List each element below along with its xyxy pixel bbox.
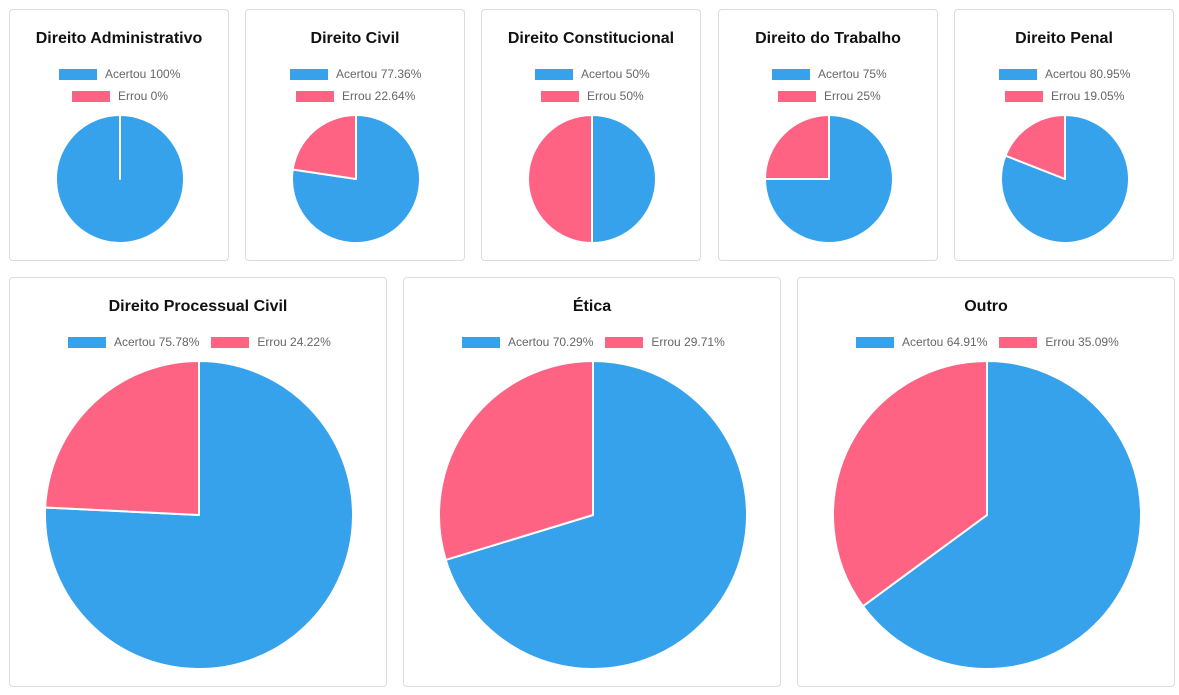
legend-swatch <box>290 68 328 80</box>
pie-slice-acertou[interactable] <box>44 360 354 670</box>
legend-item-acertou[interactable]: Acertou 100% <box>59 67 180 81</box>
legend-label: Acertou 64.91% <box>902 335 988 349</box>
legend-item-errou[interactable]: Errou 50% <box>541 89 644 103</box>
legend-label: Errou 35.09% <box>1045 335 1119 349</box>
chart-title: Direito Administrativo <box>35 30 203 47</box>
pie-slice-acertou[interactable] <box>444 360 748 670</box>
legend-item-errou[interactable]: Errou 22.64% <box>296 89 415 103</box>
chart-title: Direito Processual Civil <box>108 298 288 315</box>
legend-item-acertou[interactable]: Acertou 77.36% <box>290 67 421 81</box>
chart-title: Outro <box>964 298 1008 315</box>
pie-slice-errou[interactable] <box>527 114 593 244</box>
pie-slice-acertou[interactable] <box>591 114 657 244</box>
legend-swatch <box>856 336 894 348</box>
legend-swatch <box>999 68 1037 80</box>
pie-chart <box>438 360 748 670</box>
legend-item-acertou[interactable]: Acertou 75% <box>772 67 887 81</box>
legend-label: Acertou 75.78% <box>114 335 200 349</box>
legend-item-errou[interactable]: Errou 29.71% <box>605 335 725 349</box>
chart-card-direito-constitucional: Direito Constitucional Acertou 50% Errou 5… <box>481 9 701 261</box>
legend-label: Acertou 100% <box>105 67 181 81</box>
pie-slice-errou[interactable] <box>44 360 200 516</box>
legend-label: Acertou 75% <box>818 67 887 81</box>
legend-swatch <box>72 90 110 102</box>
chart-card-direito-administrativo: Direito Administrativo Acertou 100% Errou … <box>9 9 229 261</box>
legend-label: Acertou 50% <box>581 67 650 81</box>
pie-slice-errou[interactable] <box>764 114 830 180</box>
legend-label: Acertou 70.29% <box>508 335 594 349</box>
legend-swatch <box>535 68 573 80</box>
legend-swatch <box>462 336 500 348</box>
pie-chart <box>55 114 185 244</box>
legend-swatch <box>59 68 97 80</box>
legend-swatch <box>605 336 644 348</box>
chart-title: Direito Civil <box>310 30 400 47</box>
legend-label: Acertou 80.95% <box>1045 67 1131 81</box>
legend-item-acertou[interactable]: Acertou 70.29% <box>462 335 593 349</box>
legend-label: Errou 50% <box>587 89 644 103</box>
pie-slice-errou[interactable] <box>438 360 594 561</box>
legend-swatch <box>296 90 334 102</box>
legend-item-acertou[interactable]: Acertou 80.95% <box>999 67 1130 81</box>
chart-title: Direito do Trabalho <box>755 30 901 47</box>
legend-item-acertou[interactable]: Acertou 50% <box>535 67 650 81</box>
legend-item-acertou[interactable]: Acertou 64.91% <box>856 335 987 349</box>
pie-chart <box>832 360 1142 670</box>
legend-label: Errou 19.05% <box>1051 89 1125 103</box>
chart-card-direito-civil: Direito Civil Acertou 77.36% Errou 22.64% <box>245 9 465 261</box>
pie-chart <box>1000 114 1130 244</box>
legend-item-errou[interactable]: Errou 25% <box>778 89 881 103</box>
chart-card-direito-processual-civil: Direito Processual Civil Acertou 75.78% Er… <box>9 277 387 687</box>
legend-item-errou[interactable]: Errou 35.09% <box>999 335 1119 349</box>
chart-card-outro: Outro Acertou 64.91% Errou 35.09% <box>797 277 1175 687</box>
legend-label: Errou 24.22% <box>257 335 331 349</box>
legend-swatch <box>999 336 1038 348</box>
pie-chart <box>44 360 354 670</box>
pie-chart <box>764 114 894 244</box>
legend-swatch <box>772 68 810 80</box>
pie-slice-errou[interactable] <box>291 114 357 180</box>
pie-slice-acertou[interactable] <box>55 114 185 244</box>
chart-card-etica: Ética Acertou 70.29% Errou 29.71% <box>403 277 781 687</box>
legend-swatch <box>68 336 106 348</box>
legend-swatch <box>1005 90 1043 102</box>
legend-label: Acertou 77.36% <box>336 67 422 81</box>
pie-slice-errou[interactable] <box>1004 114 1066 180</box>
legend-swatch <box>541 90 579 102</box>
pie-slice-acertou[interactable] <box>764 114 894 244</box>
legend-item-acertou[interactable]: Acertou 75.78% <box>68 335 199 349</box>
pie-slice-acertou[interactable] <box>861 360 1142 670</box>
legend-item-errou[interactable]: Errou 19.05% <box>1005 89 1124 103</box>
pie-slice-errou[interactable] <box>832 360 988 608</box>
legend-item-errou[interactable]: Errou 0% <box>72 89 168 103</box>
chart-title: Ética <box>572 298 612 315</box>
legend-label: Errou 25% <box>824 89 881 103</box>
legend-label: Errou 29.71% <box>651 335 725 349</box>
pie-chart <box>527 114 657 244</box>
chart-title: Direito Constitucional <box>507 30 675 47</box>
legend-swatch <box>778 90 816 102</box>
legend-label: Errou 22.64% <box>342 89 416 103</box>
legend-item-errou[interactable]: Errou 24.22% <box>211 335 331 349</box>
chart-card-direito-penal: Direito Penal Acertou 80.95% Errou 19.05% <box>954 9 1174 261</box>
chart-card-direito-do-trabalho: Direito do Trabalho Acertou 75% Errou 25% <box>718 9 938 261</box>
legend-swatch <box>211 336 250 348</box>
chart-title: Direito Penal <box>1015 30 1113 47</box>
legend-label: Errou 0% <box>118 89 169 103</box>
pie-chart <box>291 114 421 244</box>
